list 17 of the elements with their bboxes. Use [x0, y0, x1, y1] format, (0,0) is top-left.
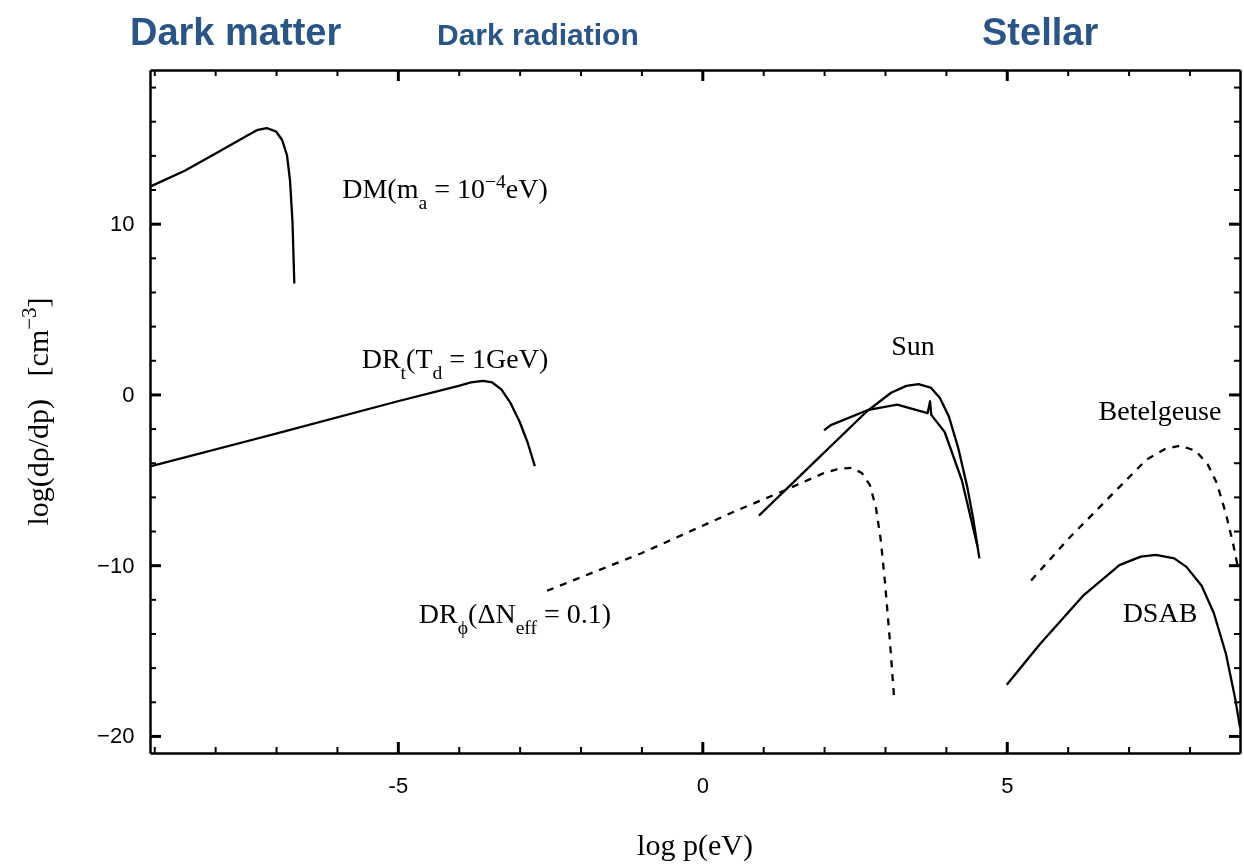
series-label: DM(m$_{a}$ = 10$^{−4}$eV) — [342, 170, 548, 213]
annotation: DSAB — [1122, 597, 1198, 628]
x-tick-label: 0 — [696, 772, 709, 798]
y-tick-label: 0 — [122, 381, 135, 407]
text: Dark radiation — [437, 18, 639, 51]
y-tick-label: 10 — [109, 211, 135, 237]
y-tick-label: −20 — [97, 723, 135, 749]
series-label: DR$_{t}$(T$_{d}$ = 1GeV) — [361, 342, 549, 383]
x-axis-title: log p(eV) — [637, 828, 753, 862]
text: Stellar — [982, 11, 1099, 53]
y-tick-label: −10 — [97, 552, 135, 578]
text: Dark matter — [130, 11, 342, 53]
x-tick-label: -5 — [388, 772, 409, 798]
series-label: Sun — [891, 329, 935, 361]
x-tick-label: 5 — [1001, 772, 1014, 798]
series-label: DR$_{ϕ}$(ΔN$_{eff}$ = 0.1) — [418, 597, 612, 638]
annotation: Betelgeuse — [1098, 395, 1222, 426]
